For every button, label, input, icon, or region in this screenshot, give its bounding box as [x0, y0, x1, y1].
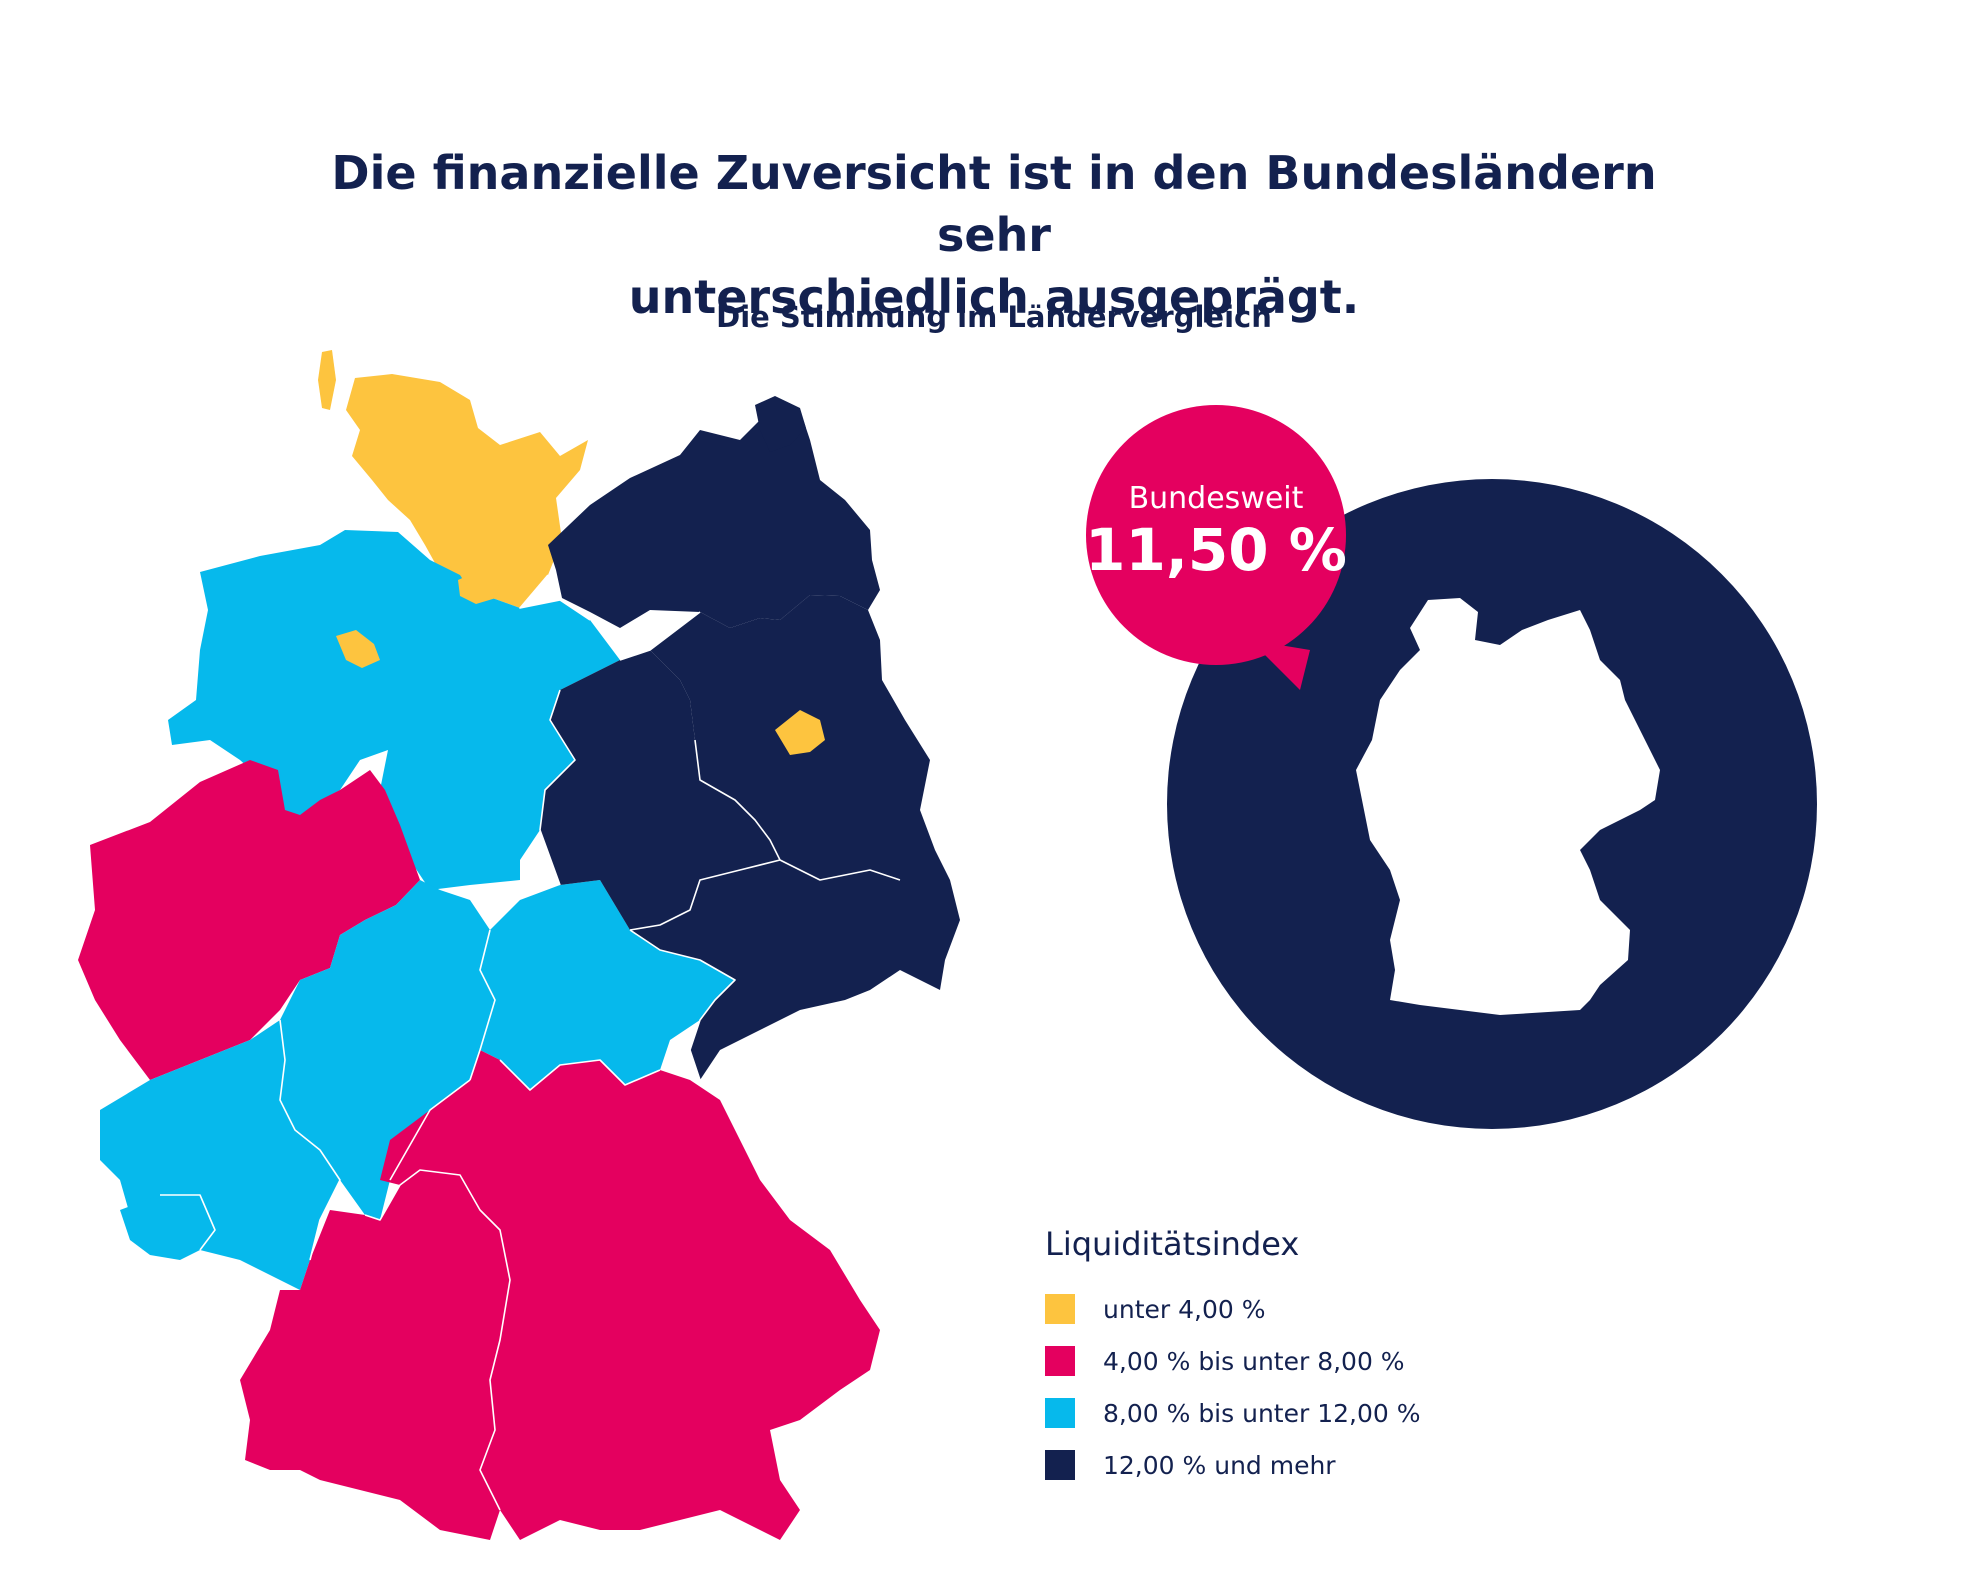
region-schleswig-holstein-island — [318, 350, 336, 410]
legend-label-3: 8,00 % bis unter 12,00 % — [1103, 1398, 1421, 1428]
national-label: Bundesweit — [1129, 481, 1304, 516]
legend-label-2: 4,00 % bis unter 8,00 % — [1103, 1346, 1405, 1376]
legend-swatch-4 — [1045, 1450, 1075, 1480]
region-hessen — [280, 880, 495, 1220]
page-subtitle: Die Stimmung im Ländervergleich — [716, 300, 1272, 334]
region-mecklenburg-vorpommern — [548, 400, 880, 628]
legend-label-1: unter 4,00 % — [1103, 1294, 1266, 1324]
region-sachsen — [630, 860, 960, 1080]
region-schleswig-holstein — [346, 374, 588, 608]
legend-swatch-2 — [1045, 1346, 1075, 1376]
legend-item-2: 4,00 % bis unter 8,00 % — [1045, 1335, 1420, 1387]
legend-item-1: unter 4,00 % — [1045, 1283, 1420, 1335]
page-title: Die finanzielle Zuversicht ist in den Bu… — [294, 142, 1694, 328]
legend-title: Liquiditätsindex — [1045, 1225, 1300, 1263]
region-sachsen-anhalt — [540, 650, 780, 930]
region-nordrhein-westfalen — [78, 760, 420, 1080]
legend-swatch-3 — [1045, 1398, 1075, 1428]
region-hamburg — [458, 570, 500, 604]
region-ruegen — [755, 396, 806, 452]
title-line-2: unterschiedlich ausgeprägt. — [628, 270, 1360, 324]
region-berlin — [775, 710, 825, 755]
region-saarland — [120, 1195, 215, 1260]
legend: Liquiditätsindex unter 4,00 % 4,00 % bis… — [1045, 1225, 1420, 1491]
state-borders — [160, 574, 901, 1511]
legend-item-4: 12,00 % und mehr — [1045, 1439, 1420, 1491]
germany-silhouette — [1356, 598, 1660, 1015]
national-bubble — [1086, 405, 1346, 690]
national-value: 11,50 % — [1085, 516, 1347, 584]
region-thueringen — [480, 880, 735, 1090]
region-bayern — [380, 1050, 880, 1540]
legend-item-3: 8,00 % bis unter 12,00 % — [1045, 1387, 1420, 1439]
legend-label-4: 12,00 % und mehr — [1103, 1450, 1336, 1480]
title-line-1: Die finanzielle Zuversicht ist in den Bu… — [331, 146, 1657, 262]
legend-swatch-1 — [1045, 1294, 1075, 1324]
region-baden-wuerttemberg — [240, 1170, 510, 1540]
region-bremen — [336, 630, 380, 668]
